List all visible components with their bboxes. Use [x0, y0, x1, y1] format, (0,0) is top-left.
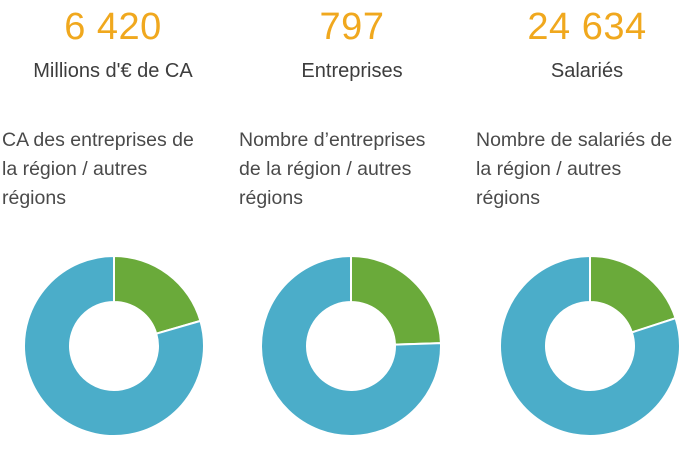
stat-value: 24 634 — [527, 6, 647, 48]
donut-chart — [23, 254, 205, 437]
donut-chart — [499, 254, 681, 437]
chart-title-line: régions — [476, 187, 540, 209]
chart-title-line: la région / autres — [476, 158, 622, 180]
panel-revenue: 6 420 Millions d'€ de CA CA des entrepri… — [0, 0, 230, 450]
stat-label: Entreprises — [301, 60, 403, 82]
panel-companies: 797 Entreprises Nombre d’entreprises de … — [237, 0, 467, 450]
donut-slice-other-regions — [260, 254, 442, 437]
stat-value: 6 420 — [64, 6, 162, 48]
chart-title-line: Nombre de salariés de — [476, 129, 673, 151]
donut-slice-other-regions — [23, 254, 205, 437]
donut-chart — [260, 254, 442, 437]
chart-title-line: de la région / autres — [239, 158, 412, 180]
donut-slice-region — [350, 254, 442, 346]
chart-title: Nombre de salariés de la région / autres… — [476, 126, 700, 213]
chart-title: CA des entreprises de la région / autres… — [2, 126, 234, 213]
chart-title-line: régions — [2, 187, 66, 209]
donut-slice-other-regions — [499, 254, 681, 437]
stat-label: Salariés — [550, 60, 624, 82]
chart-title-line: Nombre d’entreprises — [239, 129, 426, 151]
stat-label: Millions d'€ de CA — [33, 60, 193, 82]
chart-title-line: CA des entreprises de — [2, 129, 194, 151]
panel-employees: 24 634 Salariés Nombre de salariés de la… — [474, 0, 700, 450]
donut-slice-region — [113, 254, 202, 335]
donut-slice-region — [589, 254, 677, 334]
stat-value: 797 — [319, 6, 385, 48]
chart-title-line: la région / autres — [2, 158, 148, 180]
chart-title-line: régions — [239, 187, 303, 209]
chart-title: Nombre d’entreprises de la région / autr… — [239, 126, 471, 213]
